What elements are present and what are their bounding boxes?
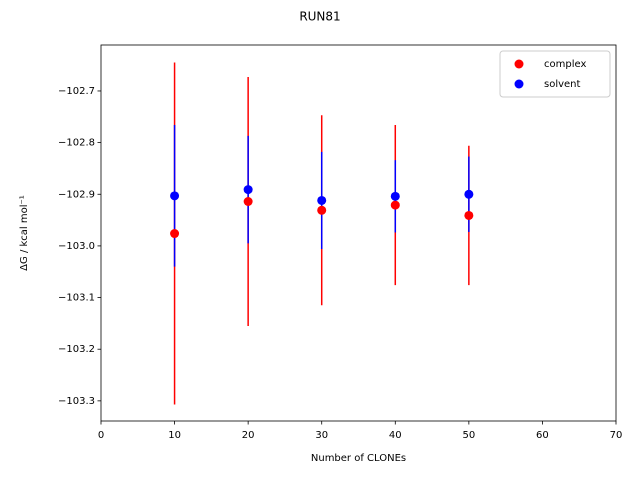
legend-label: solvent xyxy=(544,79,581,90)
x-tick-label: 30 xyxy=(315,430,328,441)
y-axis-label: ΔG / kcal mol⁻¹ xyxy=(19,195,30,271)
axes-frame xyxy=(100,44,617,422)
point xyxy=(243,196,253,206)
point xyxy=(390,191,400,201)
legend-box xyxy=(499,50,611,98)
legend-marker xyxy=(514,79,524,89)
legend-marker xyxy=(514,59,524,69)
x-axis-label: Number of CLONEs xyxy=(311,453,406,464)
x-tick-label: 50 xyxy=(462,430,475,441)
point xyxy=(243,185,253,195)
x-tick-label: 20 xyxy=(242,430,255,441)
y-tick-label: −103.0 xyxy=(58,241,95,252)
x-tick-label: 40 xyxy=(389,430,402,441)
point xyxy=(317,195,327,205)
point xyxy=(170,229,180,239)
point xyxy=(317,205,327,215)
point xyxy=(390,200,400,210)
y-tick-label: −102.8 xyxy=(58,138,95,149)
y-tick-label: −103.3 xyxy=(58,396,95,407)
point xyxy=(464,189,474,199)
y-tick-label: −103.2 xyxy=(58,344,95,355)
x-tick-label: 0 xyxy=(98,430,104,441)
legend-label: complex xyxy=(544,59,586,70)
y-tick-label: −103.1 xyxy=(58,293,95,304)
y-tick-label: −102.9 xyxy=(58,189,95,200)
x-tick-label: 60 xyxy=(536,430,549,441)
x-tick-label: 10 xyxy=(168,430,181,441)
point xyxy=(170,191,180,201)
x-tick-label: 70 xyxy=(610,430,623,441)
chart-title: RUN81 xyxy=(299,10,340,24)
y-tick-label: −102.7 xyxy=(58,86,95,97)
point xyxy=(464,210,474,220)
